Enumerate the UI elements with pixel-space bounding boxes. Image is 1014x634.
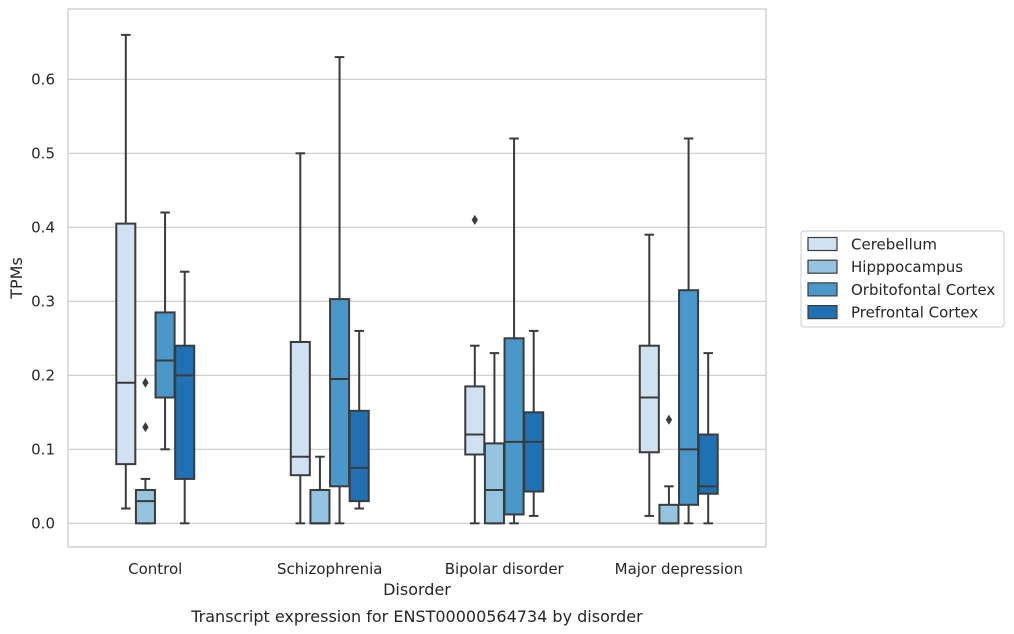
box-body bbox=[523, 411, 545, 493]
box-orbitofontal-cortex bbox=[503, 137, 525, 525]
box-body bbox=[464, 385, 486, 456]
y-tick-label: 0.0 bbox=[31, 514, 55, 532]
legend-swatch bbox=[807, 305, 838, 320]
outlier-point bbox=[471, 214, 478, 225]
box-cerebellum bbox=[464, 214, 486, 525]
box-body bbox=[115, 222, 137, 466]
box-prefrontal-cortex bbox=[697, 352, 719, 525]
box-body bbox=[329, 298, 351, 488]
outlier-point bbox=[142, 422, 149, 433]
box-hipppocampus bbox=[309, 455, 331, 525]
box-body bbox=[697, 433, 719, 495]
box-body bbox=[483, 442, 505, 525]
box-body bbox=[289, 341, 311, 477]
box-orbitofontal-cortex bbox=[329, 56, 351, 525]
legend-label: Orbitofontal Cortex bbox=[851, 281, 995, 299]
boxes bbox=[115, 33, 719, 525]
legend-swatch bbox=[807, 236, 838, 252]
outlier-point bbox=[142, 377, 149, 388]
legend-label: Hipppocampus bbox=[851, 258, 963, 276]
box-orbitofontal-cortex bbox=[678, 137, 700, 525]
y-tick-label: 0.6 bbox=[31, 70, 55, 88]
box-body bbox=[503, 337, 525, 516]
y-tick-label: 0.5 bbox=[31, 144, 55, 162]
x-tick-labels: Control Schizophrenia Bipolar disorder Majo… bbox=[128, 560, 743, 578]
x-tick-label: Schizophrenia bbox=[277, 560, 382, 578]
box-body bbox=[638, 344, 660, 454]
box-cerebellum bbox=[289, 152, 311, 525]
y-tick-label: 0.2 bbox=[31, 366, 55, 384]
box-body bbox=[348, 409, 370, 503]
y-axis-label: TPMs bbox=[7, 257, 26, 300]
legend-swatch bbox=[807, 282, 838, 297]
box-body bbox=[174, 344, 196, 480]
legend-label: Prefrontal Cortex bbox=[851, 304, 978, 322]
x-tick-label: Bipolar disorder bbox=[445, 560, 565, 578]
box-body bbox=[309, 489, 331, 525]
legend-swatch bbox=[807, 259, 838, 274]
box-body bbox=[134, 489, 156, 525]
box-body bbox=[154, 311, 176, 399]
box-body bbox=[678, 289, 700, 506]
box-hipppocampus bbox=[658, 414, 680, 525]
y-tick-labels: 0.0 0.1 0.2 0.3 0.4 0.5 0.6 bbox=[31, 70, 55, 532]
y-tick-label: 0.1 bbox=[31, 440, 55, 458]
outlier-point bbox=[665, 414, 673, 425]
chart-caption: Transcript expression for ENST0000056473… bbox=[190, 607, 643, 626]
box-hipppocampus bbox=[134, 377, 156, 525]
y-tick-label: 0.4 bbox=[31, 218, 55, 236]
x-axis-label: Disorder bbox=[383, 580, 451, 599]
plot-background bbox=[68, 9, 766, 547]
legend-label: Cerebellum bbox=[851, 236, 937, 254]
box-prefrontal-cortex bbox=[523, 329, 545, 517]
y-tick-label: 0.3 bbox=[31, 292, 55, 310]
legend: Cerebellum Hipppocampus Orbitofontal Corte… bbox=[800, 230, 1005, 328]
box-cerebellum bbox=[638, 233, 660, 517]
box-prefrontal-cortex bbox=[174, 270, 196, 525]
box-cerebellum bbox=[115, 33, 137, 510]
x-tick-label: Major depression bbox=[615, 560, 743, 578]
box-prefrontal-cortex bbox=[348, 329, 370, 510]
box-body bbox=[658, 503, 680, 525]
x-tick-label: Control bbox=[128, 560, 182, 578]
plot-frame bbox=[67, 8, 767, 548]
legend-frame bbox=[800, 230, 1005, 328]
